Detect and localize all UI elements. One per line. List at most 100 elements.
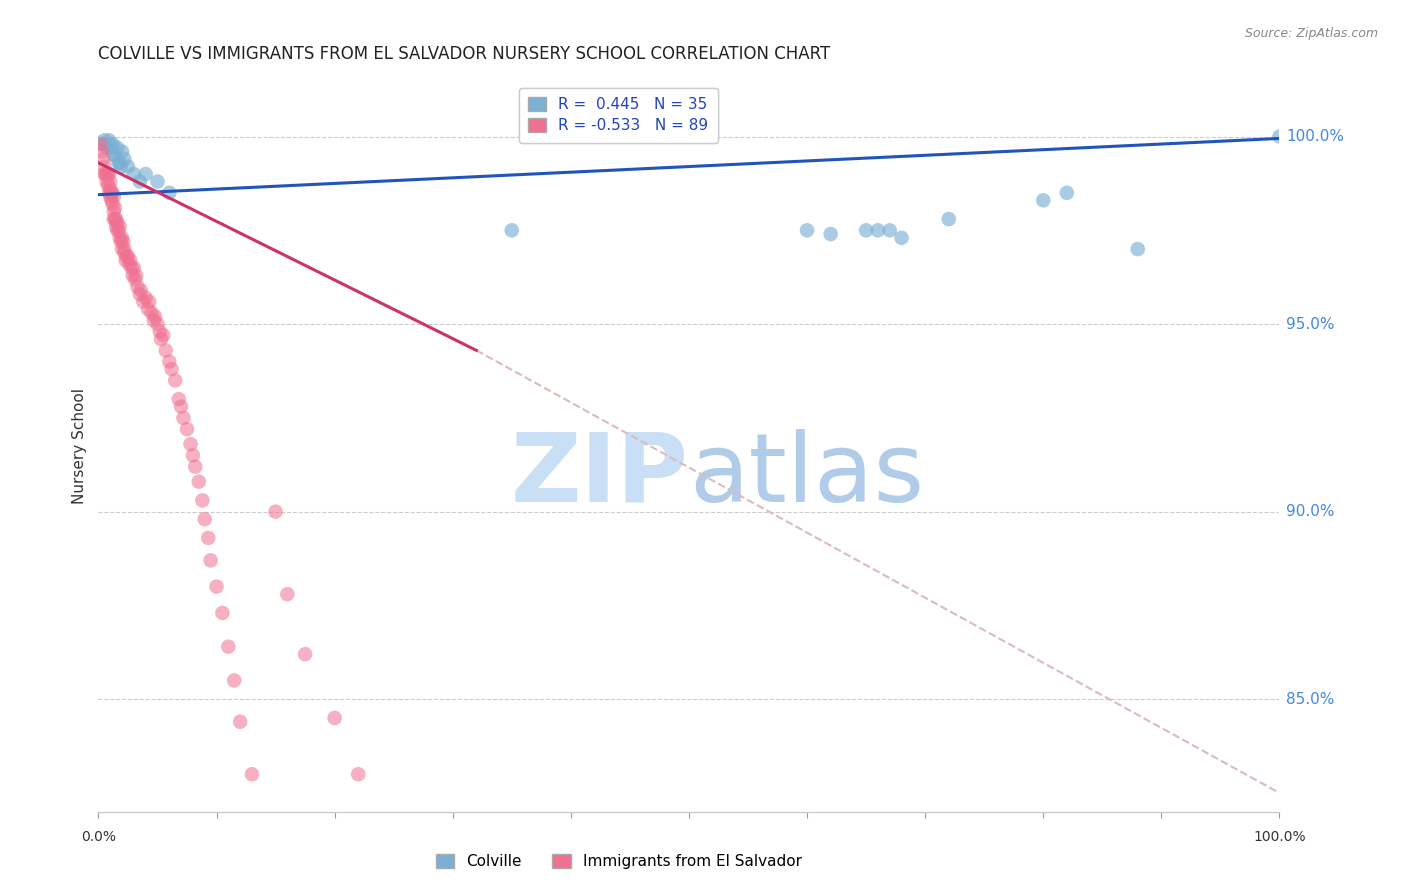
Point bbox=[1268, 129, 1291, 144]
Point bbox=[879, 223, 901, 237]
Point bbox=[149, 325, 172, 339]
Point bbox=[217, 640, 239, 654]
Point bbox=[157, 186, 180, 200]
Point bbox=[152, 328, 174, 343]
Text: 85.0%: 85.0% bbox=[1286, 691, 1334, 706]
Point bbox=[120, 253, 142, 268]
Point bbox=[157, 354, 180, 368]
Text: 0.0%: 0.0% bbox=[82, 830, 115, 844]
Point bbox=[501, 223, 523, 237]
Point bbox=[91, 145, 114, 159]
Point bbox=[197, 531, 219, 545]
Point bbox=[105, 141, 128, 155]
Text: Source: ZipAtlas.com: Source: ZipAtlas.com bbox=[1244, 27, 1378, 40]
Point bbox=[135, 291, 157, 305]
Point bbox=[150, 332, 173, 346]
Point bbox=[115, 250, 138, 264]
Point bbox=[184, 459, 207, 474]
Point bbox=[98, 167, 121, 181]
Point bbox=[128, 287, 150, 301]
Legend: Colville, Immigrants from El Salvador: Colville, Immigrants from El Salvador bbox=[429, 848, 808, 875]
Point bbox=[93, 160, 115, 174]
Point bbox=[101, 197, 124, 211]
Point bbox=[180, 437, 202, 451]
Point bbox=[93, 167, 115, 181]
Point bbox=[103, 189, 125, 203]
Point bbox=[104, 212, 127, 227]
Point bbox=[103, 212, 125, 227]
Point bbox=[117, 160, 139, 174]
Point bbox=[108, 156, 131, 170]
Point bbox=[141, 306, 163, 320]
Point bbox=[194, 512, 217, 526]
Point bbox=[167, 392, 190, 406]
Text: COLVILLE VS IMMIGRANTS FROM EL SALVADOR NURSERY SCHOOL CORRELATION CHART: COLVILLE VS IMMIGRANTS FROM EL SALVADOR … bbox=[98, 45, 831, 62]
Point bbox=[820, 227, 842, 241]
Point bbox=[205, 580, 228, 594]
Point bbox=[181, 449, 204, 463]
Point bbox=[96, 141, 118, 155]
Point bbox=[938, 212, 960, 227]
Point bbox=[111, 231, 134, 245]
Point bbox=[347, 767, 370, 781]
Point bbox=[91, 152, 114, 166]
Legend: R =  0.445   N = 35, R = -0.533   N = 89: R = 0.445 N = 35, R = -0.533 N = 89 bbox=[519, 88, 717, 143]
Point bbox=[176, 422, 198, 436]
Point bbox=[112, 242, 135, 256]
Point bbox=[1126, 242, 1149, 256]
Point bbox=[160, 362, 183, 376]
Point bbox=[96, 175, 118, 189]
Point bbox=[98, 175, 121, 189]
Point bbox=[98, 186, 121, 200]
Point bbox=[108, 219, 131, 234]
Point bbox=[890, 231, 912, 245]
Point bbox=[127, 279, 149, 293]
Point bbox=[170, 400, 193, 414]
Point bbox=[122, 260, 145, 275]
Point bbox=[105, 219, 128, 234]
Point bbox=[98, 182, 121, 196]
Point bbox=[165, 373, 187, 387]
Point bbox=[104, 148, 127, 162]
Point bbox=[97, 178, 120, 193]
Point bbox=[796, 223, 818, 237]
Point bbox=[224, 673, 246, 688]
Point bbox=[187, 475, 209, 489]
Point bbox=[105, 223, 128, 237]
Point bbox=[294, 647, 316, 661]
Point bbox=[97, 167, 120, 181]
Point bbox=[111, 242, 134, 256]
Point bbox=[122, 167, 145, 181]
Point bbox=[91, 136, 114, 151]
Point bbox=[211, 606, 233, 620]
Point bbox=[103, 204, 125, 219]
Point bbox=[143, 310, 166, 324]
Point bbox=[96, 167, 118, 181]
Point bbox=[1032, 194, 1054, 208]
Text: 90.0%: 90.0% bbox=[1286, 504, 1334, 519]
Point bbox=[155, 343, 177, 358]
Point bbox=[101, 136, 124, 151]
Point bbox=[240, 767, 263, 781]
Point bbox=[111, 145, 134, 159]
Point bbox=[253, 816, 276, 830]
Point bbox=[121, 268, 143, 283]
Point bbox=[172, 410, 194, 425]
Point bbox=[104, 201, 127, 215]
Point bbox=[1056, 186, 1078, 200]
Text: 100.0%: 100.0% bbox=[1286, 129, 1344, 144]
Point bbox=[138, 294, 160, 309]
Point bbox=[117, 250, 139, 264]
Point bbox=[323, 711, 346, 725]
Point bbox=[121, 260, 143, 275]
Point bbox=[105, 212, 128, 227]
Point bbox=[855, 223, 877, 237]
Point bbox=[98, 189, 121, 203]
Point bbox=[129, 283, 152, 297]
Y-axis label: Nursery School: Nursery School bbox=[72, 388, 87, 504]
Point bbox=[110, 235, 132, 249]
Point bbox=[200, 553, 222, 567]
Point bbox=[107, 156, 129, 170]
Text: ZIP: ZIP bbox=[510, 429, 689, 522]
Text: 95.0%: 95.0% bbox=[1286, 317, 1334, 332]
